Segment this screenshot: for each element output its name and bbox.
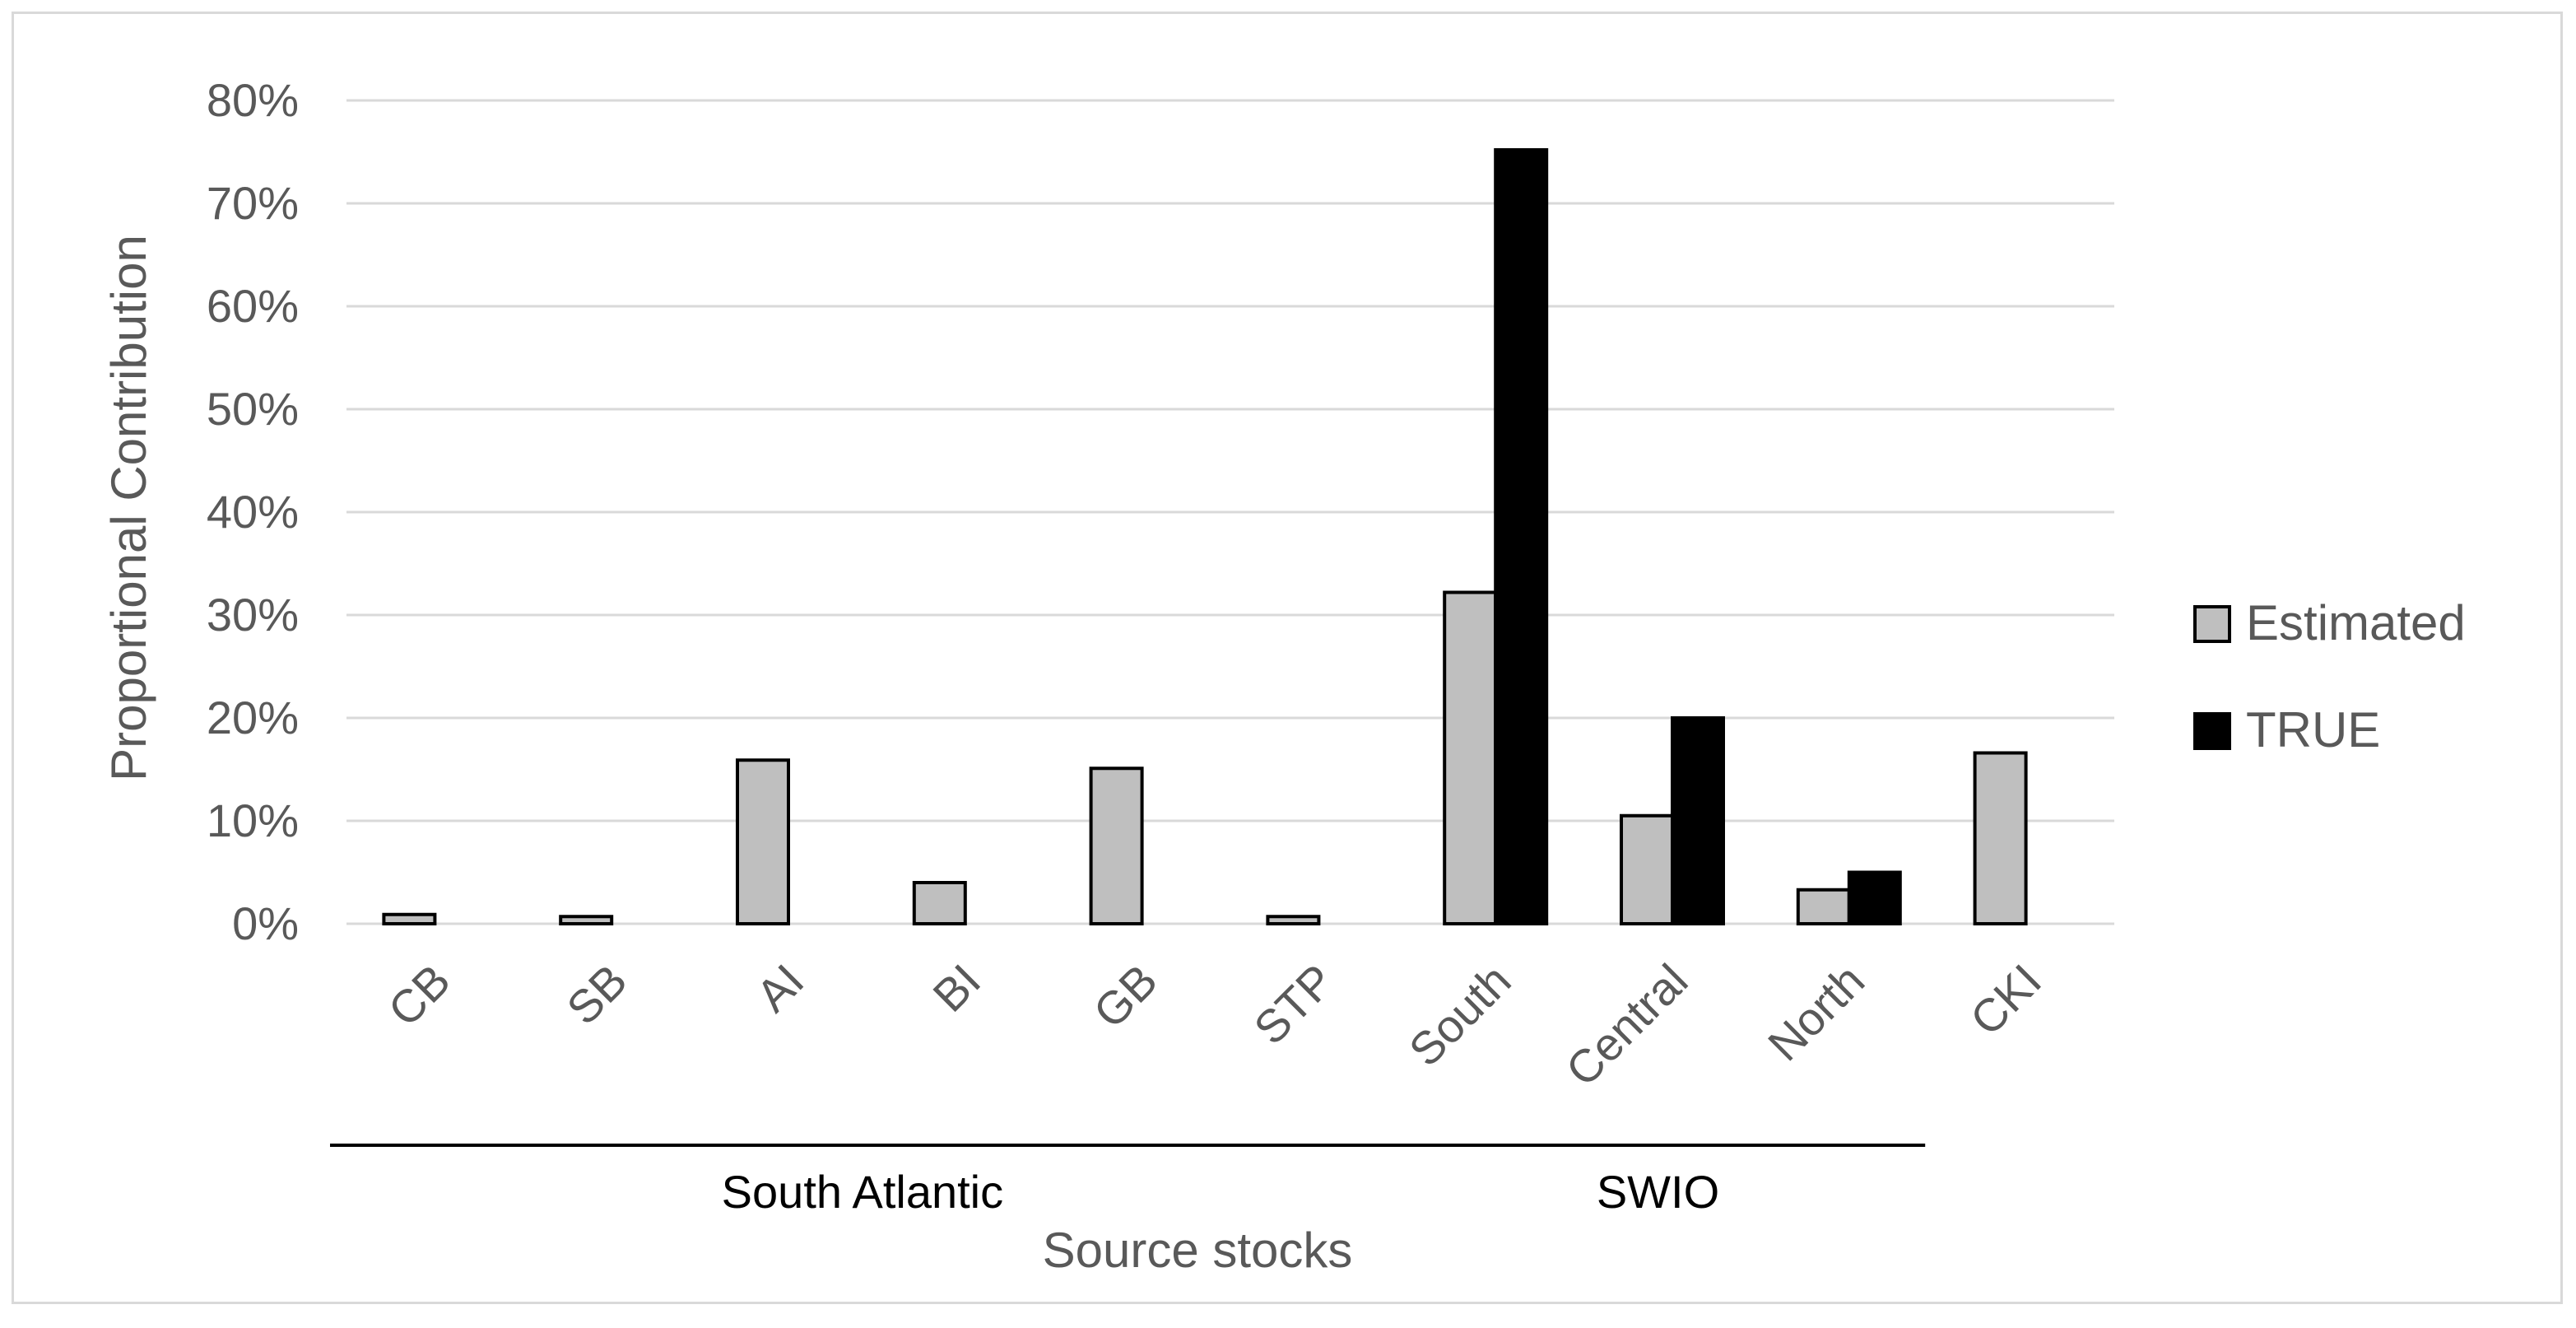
y-tick-label: 10% bbox=[207, 794, 299, 846]
x-category-label: CKI bbox=[1960, 954, 2052, 1046]
bar-estimated-central bbox=[1620, 813, 1674, 925]
y-tick-label: 30% bbox=[207, 589, 299, 641]
y-tick-label: 80% bbox=[207, 74, 299, 126]
legend-item-true: TRUE bbox=[2193, 702, 2380, 757]
bar-estimated-south bbox=[1443, 590, 1498, 925]
legend-item-estimated: Estimated bbox=[2193, 595, 2466, 650]
x-category-label: AI bbox=[746, 954, 814, 1022]
x-axis-title: Source stocks bbox=[1043, 1223, 1353, 1278]
x-category-label: SB bbox=[556, 954, 636, 1034]
y-tick-label: 50% bbox=[207, 383, 299, 435]
x-category-label: BI bbox=[923, 954, 990, 1022]
bar-estimated-sb bbox=[559, 915, 614, 925]
y-tick-label: 20% bbox=[207, 692, 299, 743]
legend-swatch bbox=[2193, 712, 2231, 750]
bars bbox=[382, 148, 2028, 925]
bar-true-north bbox=[1847, 870, 1902, 925]
y-tick-label: 40% bbox=[207, 486, 299, 538]
group-label: South Atlantic bbox=[722, 1166, 1003, 1218]
bar-estimated-north bbox=[1796, 888, 1851, 925]
y-tick-label: 70% bbox=[207, 177, 299, 229]
y-axis-ticks: 0% 10% 20% 30% 40% 50% 60% 70% 80% bbox=[207, 74, 299, 949]
bar-estimated-cb bbox=[382, 912, 437, 925]
x-category-label: North bbox=[1758, 954, 1874, 1070]
bar-true-south bbox=[1494, 148, 1549, 925]
x-category-label: South bbox=[1399, 954, 1521, 1076]
group-label: SWIO bbox=[1597, 1166, 1719, 1218]
x-category-label: CB bbox=[378, 954, 460, 1037]
bar-estimated-bi bbox=[912, 881, 967, 925]
bar-estimated-stp bbox=[1266, 915, 1321, 925]
x-category-label: STP bbox=[1244, 954, 1344, 1055]
gridlines bbox=[346, 99, 2114, 925]
bar-estimated-ai bbox=[736, 758, 790, 925]
legend: Estimated TRUE bbox=[2193, 595, 2466, 757]
x-category-label: Central bbox=[1555, 954, 1697, 1096]
bar-chart: 0% 10% 20% 30% 40% 50% 60% 70% 80% CB SB AI BI GB STP… bbox=[101, 74, 2466, 1278]
y-tick-label: 0% bbox=[232, 897, 299, 949]
x-category-label: GB bbox=[1083, 954, 1167, 1038]
legend-label: Estimated bbox=[2246, 595, 2466, 650]
bar-estimated-gb bbox=[1089, 767, 1144, 925]
y-tick-label: 60% bbox=[207, 280, 299, 332]
bar-estimated-cki bbox=[1973, 751, 2028, 925]
bar-true-central bbox=[1671, 716, 1725, 925]
legend-label: TRUE bbox=[2246, 702, 2380, 757]
legend-swatch bbox=[2193, 605, 2231, 643]
y-axis-title: Proportional Contribution bbox=[101, 235, 156, 781]
x-axis-categories: CB SB AI BI GB STP South Central North CKI bbox=[378, 954, 2051, 1096]
chart-frame: 0% 10% 20% 30% 40% 50% 60% 70% 80% CB SB AI BI GB STP… bbox=[12, 12, 2563, 1304]
category-groups: South Atlantic SWIO bbox=[330, 1144, 1926, 1218]
